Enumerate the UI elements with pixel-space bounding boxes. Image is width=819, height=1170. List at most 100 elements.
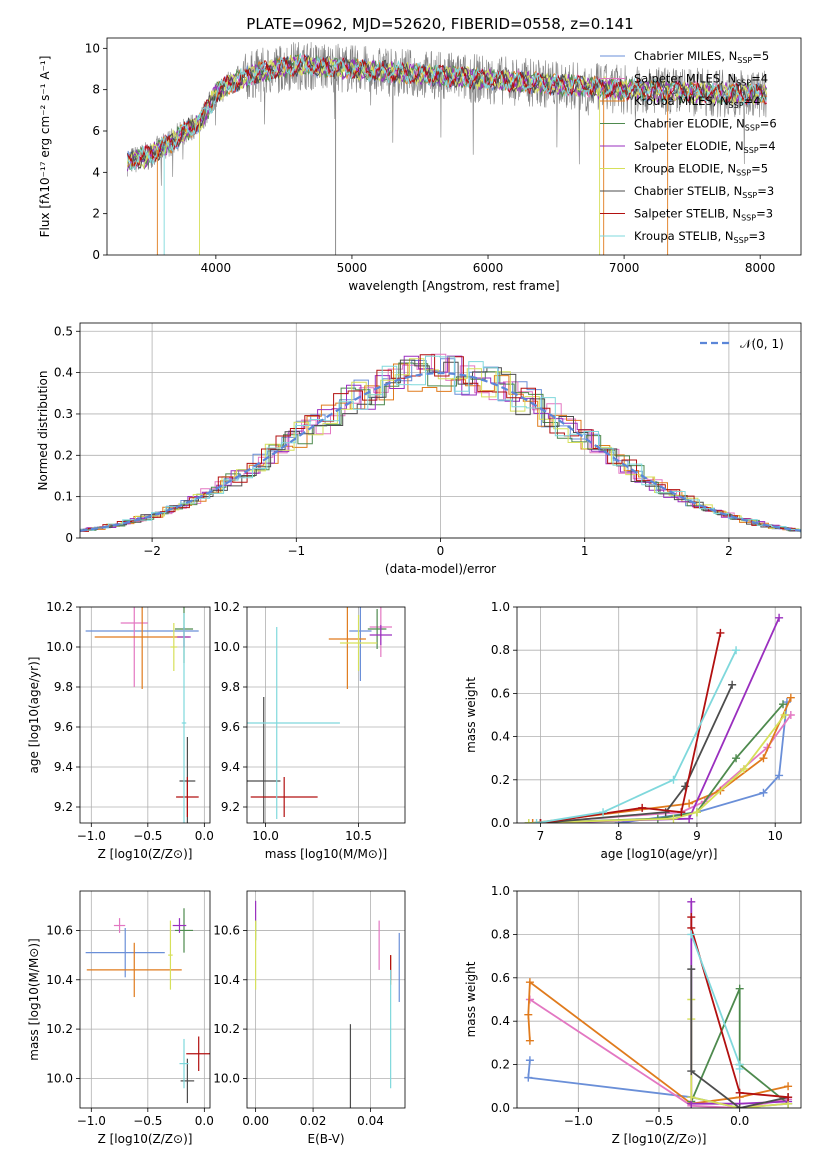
legend-label: Salpeter MILES, NSSP=4 — [634, 72, 768, 88]
histogram-chabrier-elodie — [80, 362, 801, 532]
x-tick-label: −0.5 — [133, 829, 162, 843]
legend: 𝒩(0, 1) — [700, 337, 784, 351]
errorbar-point — [94, 607, 190, 689]
legend-label: Salpeter STELIB, NSSP=3 — [634, 207, 773, 223]
y-tick-label: 10.0 — [213, 640, 240, 654]
y-tick-label: 10.0 — [46, 1071, 73, 1085]
y-tick-label: 0.5 — [54, 324, 73, 338]
model-line-kroupa-stelib — [126, 52, 768, 171]
series-marker — [759, 754, 768, 763]
axes-frame — [106, 37, 802, 256]
series-line — [540, 632, 722, 823]
series-marker — [524, 1073, 533, 1082]
figure-title: PLATE=0962, MJD=52620, FIBERID=0558, z=0… — [246, 15, 633, 33]
series-line — [690, 969, 789, 1108]
errorbar-point — [174, 908, 194, 953]
series-marker — [669, 814, 678, 823]
x-tick-label: 8 — [615, 829, 623, 843]
x-tick-label: −2 — [143, 544, 161, 558]
series-kroupa-stelib — [532, 646, 741, 823]
x-tick-label: 0.04 — [357, 1114, 384, 1128]
x-tick-label: 0.00 — [242, 1114, 269, 1128]
y-tick-label: 9.4 — [221, 760, 240, 774]
axes-frame — [79, 606, 211, 824]
y-axis-label: mass weight — [464, 677, 478, 753]
series-marker — [784, 1082, 793, 1091]
y-tick-label: 0.4 — [491, 730, 510, 744]
series-marker — [685, 814, 694, 823]
errorbar-point — [181, 613, 187, 823]
legend-subscript: SSP — [736, 169, 751, 178]
x-tick-label: 7000 — [609, 261, 640, 275]
chart-spectrum: 4000 5000 6000 7000 8000 0 2 4 6 8 10 wavelength [A… — [38, 37, 802, 293]
chart-age_vs_Z: −1.0 −0.5 0.0 9.2 9.4 9.6 9.8 10.0 10.2 Z [log10(… — [27, 600, 214, 861]
x-tick-label: 10 — [768, 829, 783, 843]
series-marker — [687, 897, 696, 906]
y-tick-label: 10.4 — [213, 973, 240, 987]
series-line — [529, 998, 789, 1108]
y-tick-label: 0.6 — [491, 686, 510, 700]
plot-area — [80, 353, 801, 533]
y-tick-label: 9.6 — [221, 720, 240, 734]
x-tick-label: −1.0 — [564, 1114, 593, 1128]
y-tick-label: 9.6 — [54, 720, 73, 734]
y-tick-label: 0 — [92, 248, 100, 262]
y-tick-label: 10.2 — [213, 600, 240, 614]
series-marker — [735, 1104, 744, 1108]
x-tick-label: 0.0 — [195, 829, 214, 843]
y-tick-label: 0.2 — [491, 773, 510, 787]
y-tick-label: 10.2 — [46, 1022, 73, 1036]
y-tick-label: 1.0 — [491, 884, 510, 898]
x-axis-label: Z [log10(Z/Z⊙)] — [612, 1132, 707, 1146]
x-axis-label: mass [log10(M/M⊙)] — [265, 847, 387, 861]
series-chabrier-stelib — [536, 680, 737, 823]
x-tick-label: −1 — [287, 544, 305, 558]
series-marker — [669, 775, 678, 784]
plot-area — [255, 900, 400, 1108]
legend-item: Salpeter MILES, NSSP=4 — [600, 72, 768, 88]
x-tick-label: 8000 — [745, 261, 776, 275]
series-marker — [786, 693, 795, 702]
series-line — [536, 649, 737, 823]
series-marker — [735, 984, 744, 993]
plot-area — [524, 897, 793, 1108]
series-marker — [728, 680, 737, 689]
series-line — [690, 917, 789, 1099]
legend-item: Kroupa ELODIE, NSSP=5 — [600, 162, 768, 178]
series-marker — [687, 1067, 696, 1076]
y-tick-label: 10.2 — [213, 1022, 240, 1036]
x-axis-label: wavelength [Angstrom, rest frame] — [348, 279, 559, 293]
series-marker — [524, 1010, 533, 1019]
legend-count: =3 — [749, 229, 766, 243]
legend-item: Chabrier MILES, NSSP=5 — [600, 49, 769, 65]
legend-subscript: SSP — [729, 101, 744, 110]
legend: Chabrier MILES, NSSP=5 Salpeter MILES, NS… — [600, 49, 777, 245]
legend-count: =3 — [756, 207, 773, 221]
y-tick-label: 0.0 — [491, 816, 510, 830]
y-tick-label: 0.3 — [54, 407, 73, 421]
errorbar-point — [369, 625, 392, 645]
y-tick-label: 10.0 — [46, 640, 73, 654]
series-marker — [599, 808, 608, 817]
series-marker — [692, 808, 701, 817]
y-tick-label: 0.4 — [491, 1014, 510, 1028]
series-marker — [732, 754, 741, 763]
errorbar-point — [170, 623, 178, 671]
y-tick-label: 9.4 — [54, 760, 73, 774]
y-tick-label: 0.1 — [54, 490, 73, 504]
x-tick-label: −0.5 — [644, 1114, 673, 1128]
errorbar-point — [179, 1038, 189, 1089]
series-marker — [779, 700, 788, 709]
legend-count: =5 — [752, 49, 769, 63]
series-marker — [775, 613, 784, 622]
series-marker — [775, 771, 784, 780]
histogram-kroupa-stelib — [80, 355, 801, 533]
axes-frame — [79, 322, 802, 539]
series-kroupa-miles — [528, 693, 795, 823]
model-line-kroupa-elodie — [126, 54, 768, 170]
x-tick-label: −1.0 — [77, 1114, 106, 1128]
chart-residuals: −2 −1 0 1 2 0 0.1 0.2 0.3 0.4 0.5 (data-model)/erro… — [36, 322, 802, 576]
series-marker — [524, 819, 533, 823]
legend-subscript: SSP — [742, 191, 757, 200]
series-line — [527, 980, 789, 1105]
